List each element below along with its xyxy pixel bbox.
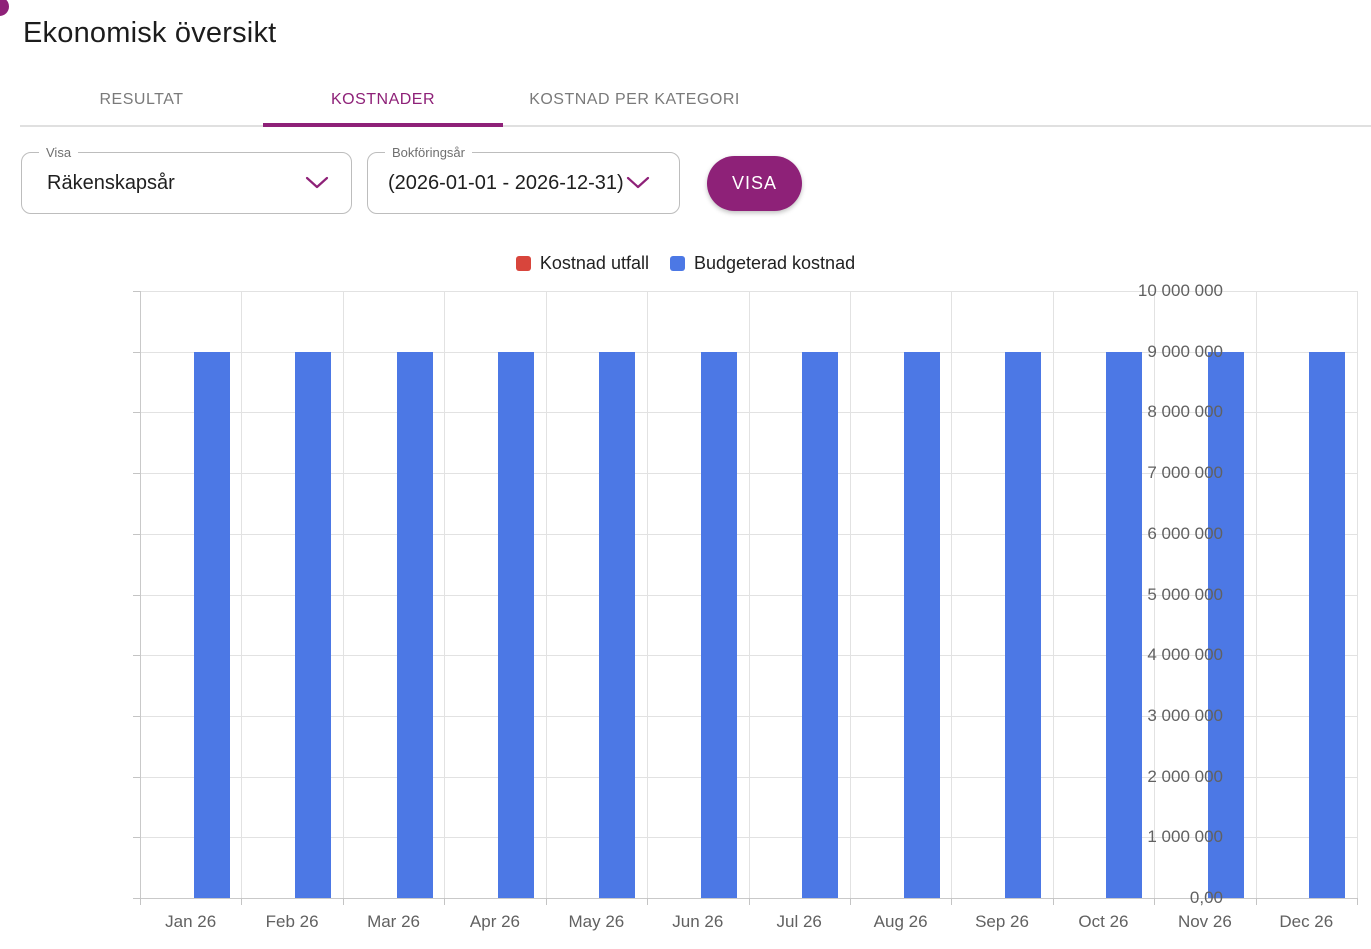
gridline	[140, 291, 141, 898]
tab-kostnader-label: KOSTNADER	[330, 90, 436, 108]
y-tick	[133, 533, 140, 535]
y-tick	[133, 351, 140, 353]
y-tick	[133, 594, 140, 596]
bar[interactable]	[903, 351, 940, 898]
bar[interactable]	[700, 351, 737, 898]
x-axis-label: Aug 26	[873, 912, 928, 931]
chevron-down-icon	[626, 176, 649, 189]
bar[interactable]	[599, 351, 636, 898]
bokforingsar-select[interactable]: Bokföringsår (2026-01-01 - 2026-12-31)	[367, 144, 680, 214]
y-tick	[133, 291, 140, 292]
chevron-down-icon	[305, 176, 329, 189]
x-axis-label: Nov 26	[1177, 912, 1232, 931]
gridline	[140, 898, 1357, 899]
active-tab-indicator	[263, 123, 503, 127]
y-tick	[133, 898, 140, 899]
x-axis-label: Sep 26	[975, 912, 1029, 931]
y-tick	[133, 473, 140, 475]
bar[interactable]	[1106, 351, 1143, 898]
visa-select-label: Visa	[39, 144, 79, 161]
x-tick	[951, 898, 953, 905]
x-tick	[1255, 898, 1257, 905]
gridline	[1154, 291, 1156, 898]
gridline	[241, 291, 243, 898]
x-axis-label: Dec 26	[1279, 912, 1334, 931]
gridline	[951, 291, 953, 898]
legend-label: Budgeterad kostnad	[693, 252, 856, 273]
bar[interactable]	[802, 351, 839, 898]
visa-select[interactable]: Visa Räkenskapsår	[21, 144, 352, 214]
plot-area	[133, 291, 1358, 905]
gridline	[1357, 291, 1358, 898]
bar[interactable]	[1309, 351, 1346, 898]
bar[interactable]	[295, 351, 332, 898]
gridline	[1052, 291, 1054, 898]
x-tick	[444, 898, 446, 905]
bokforingsar-select-value: (2026-01-01 - 2026-12-31)	[388, 171, 624, 194]
x-tick	[1357, 898, 1358, 905]
x-tick	[849, 898, 851, 905]
gridline	[342, 291, 344, 898]
logo-fragment	[0, 0, 9, 16]
y-tick	[133, 715, 140, 717]
x-axis-label: Mar 26	[367, 912, 420, 931]
x-tick	[342, 898, 344, 905]
tab-kostnad-per-kategori-label: KOSTNAD PER KATEGORI	[529, 90, 740, 108]
legend-swatch-icon	[669, 255, 685, 271]
y-axis-label: 10 000 000	[1137, 281, 1223, 300]
x-tick	[1052, 898, 1054, 905]
legend-swatch-icon	[515, 255, 531, 271]
legend-item[interactable]: Budgeterad kostnad	[669, 252, 856, 274]
y-tick	[133, 776, 140, 778]
tab-bar: RESULTAT KOSTNADER KOSTNAD PER KATEGORI	[20, 74, 1371, 127]
x-axis-label: May 26	[568, 912, 625, 931]
gridline	[1255, 291, 1257, 898]
visa-select-value: Räkenskapsår	[47, 171, 175, 194]
tab-kostnad-per-kategori[interactable]: KOSTNAD PER KATEGORI	[503, 74, 766, 125]
bar[interactable]	[396, 351, 433, 898]
tab-resultat-label: RESULTAT	[99, 90, 184, 108]
tab-kostnader[interactable]: KOSTNADER	[263, 74, 503, 127]
x-tick	[1154, 898, 1156, 905]
x-axis-label: Apr 26	[469, 912, 520, 931]
bar[interactable]	[1005, 351, 1042, 898]
gridline	[748, 291, 750, 898]
x-axis-label: Jan 26	[165, 912, 217, 931]
legend-item[interactable]: Kostnad utfall	[515, 252, 649, 274]
bar[interactable]	[1207, 351, 1244, 898]
legend-label: Kostnad utfall	[539, 252, 649, 273]
y-tick	[133, 655, 140, 657]
chart-legend: Kostnad utfall Budgeterad kostnad	[0, 250, 1371, 276]
bokforingsar-select-label: Bokföringsår	[385, 144, 472, 161]
y-tick	[133, 837, 140, 839]
x-axis-label: Jun 26	[672, 912, 724, 931]
x-tick	[140, 898, 141, 905]
gridline	[545, 291, 547, 898]
page-title: Ekonomisk översikt	[23, 17, 277, 49]
gridline	[849, 291, 851, 898]
bar[interactable]	[193, 351, 230, 898]
visa-button[interactable]: VISA	[707, 156, 802, 211]
bar[interactable]	[497, 351, 534, 898]
gridline	[140, 291, 1357, 292]
x-tick	[545, 898, 547, 905]
x-axis-label: Feb 26	[265, 912, 319, 931]
x-axis-label: Jul 26	[776, 912, 822, 931]
x-axis-label: Oct 26	[1078, 912, 1129, 931]
x-tick	[647, 898, 649, 905]
gridline	[444, 291, 446, 898]
gridline	[647, 291, 649, 898]
x-tick	[748, 898, 750, 905]
tab-resultat[interactable]: RESULTAT	[20, 74, 263, 125]
y-tick	[133, 412, 140, 414]
x-tick	[241, 898, 243, 905]
